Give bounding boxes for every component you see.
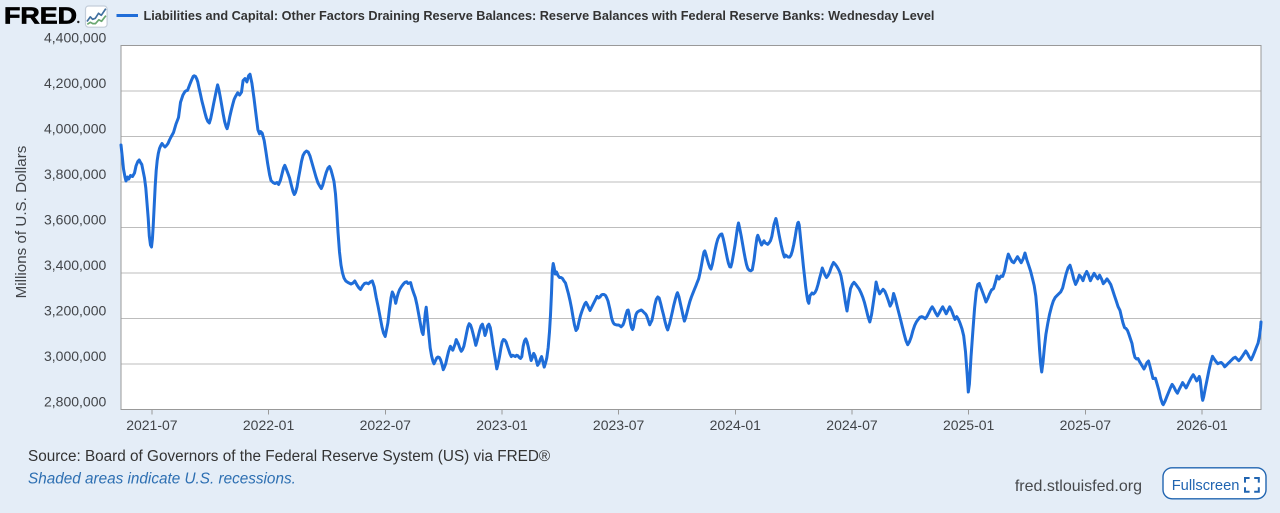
svg-text:4,000,000: 4,000,000 [44, 121, 106, 137]
svg-text:2,800,000: 2,800,000 [44, 394, 106, 410]
svg-text:2022-01: 2022-01 [243, 417, 295, 433]
svg-text:3,000,000: 3,000,000 [44, 348, 106, 364]
svg-text:Source: Board of Governors of: Source: Board of Governors of the Federa… [28, 448, 551, 465]
svg-text:2026-01: 2026-01 [1176, 417, 1228, 433]
svg-text:2023-07: 2023-07 [593, 417, 645, 433]
svg-text:FRED: FRED [4, 2, 77, 28]
svg-text:Fullscreen: Fullscreen [1172, 478, 1240, 494]
svg-text:2023-01: 2023-01 [476, 417, 528, 433]
svg-text:3,800,000: 3,800,000 [44, 166, 106, 182]
svg-text:2024-07: 2024-07 [826, 417, 878, 433]
svg-text:Millions of U.S. Dollars: Millions of U.S. Dollars [13, 145, 30, 298]
svg-text:3,600,000: 3,600,000 [44, 212, 106, 228]
svg-text:2025-07: 2025-07 [1060, 417, 1112, 433]
svg-text:fred.stlouisfed.org: fred.stlouisfed.org [1015, 478, 1142, 495]
svg-text:Shaded areas indicate U.S. rec: Shaded areas indicate U.S. recessions. [28, 471, 296, 488]
svg-text:3,400,000: 3,400,000 [44, 257, 106, 273]
svg-text:4,400,000: 4,400,000 [44, 30, 106, 46]
svg-text:2021-07: 2021-07 [126, 417, 178, 433]
svg-text:2025-01: 2025-01 [943, 417, 995, 433]
svg-text:2024-01: 2024-01 [710, 417, 762, 433]
svg-text:3,200,000: 3,200,000 [44, 303, 106, 319]
svg-text:2022-07: 2022-07 [360, 417, 412, 433]
svg-text:4,200,000: 4,200,000 [44, 75, 106, 91]
svg-text:Liabilities and Capital: Other: Liabilities and Capital: Other Factors D… [144, 9, 935, 23]
